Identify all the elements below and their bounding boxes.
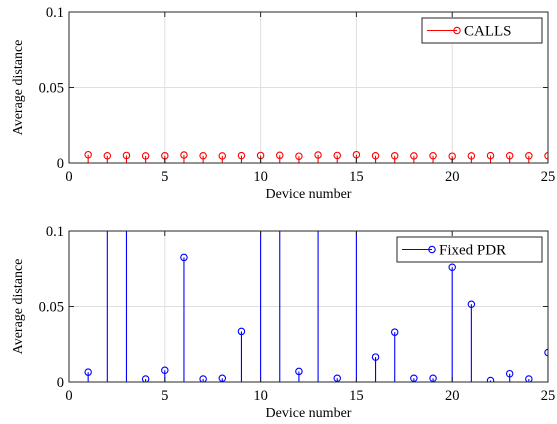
stem-marker xyxy=(84,150,92,159)
stem-marker xyxy=(237,151,246,160)
stem-marker xyxy=(122,151,131,160)
stem-marker xyxy=(333,374,341,382)
stem-marker xyxy=(237,327,246,336)
legend-marker xyxy=(453,26,461,35)
stem-marker xyxy=(505,152,514,160)
y-tick-label: 0 xyxy=(57,375,64,391)
stem-marker xyxy=(467,300,476,308)
stem-marker xyxy=(295,152,303,160)
stem-marker xyxy=(199,152,207,160)
x-tick-label: 20 xyxy=(445,169,460,185)
stem-marker xyxy=(180,253,188,262)
y-tick-label: 0.05 xyxy=(39,81,64,97)
x-axis-label: Device number xyxy=(266,406,352,421)
stem-marker xyxy=(390,328,399,336)
x-tick-label: 10 xyxy=(253,388,268,404)
stem-marker xyxy=(352,150,361,159)
y-tick-label: 0 xyxy=(57,156,64,172)
x-tick-label: 25 xyxy=(541,388,556,404)
x-tick-label: 20 xyxy=(445,388,460,404)
stem-marker xyxy=(314,151,322,159)
stem-marker xyxy=(371,152,380,160)
fixed-pdr-subplot: 0 5 10 15 20 25 0 0.05 0.1 Device number Average d… xyxy=(11,224,556,421)
stem-marker xyxy=(84,368,92,376)
stem-marker xyxy=(429,152,437,160)
legend-marker xyxy=(428,245,436,254)
stem-marker xyxy=(218,152,227,160)
x-axis-label: Device number xyxy=(266,187,352,202)
stem-marker xyxy=(486,376,495,382)
stem-marker xyxy=(103,152,112,160)
stem-marker xyxy=(276,151,284,160)
legend: Fixed PDR xyxy=(396,236,543,263)
stem-marker xyxy=(333,151,341,160)
stem-marker xyxy=(448,263,456,271)
stem-marker xyxy=(429,374,437,382)
stem-marker xyxy=(410,152,418,160)
stem-marker xyxy=(467,152,476,160)
stem-marker xyxy=(218,374,227,382)
calls-subplot: 0 5 10 15 20 25 0 0.05 0.1 Device number Average d… xyxy=(11,5,555,202)
x-tick-label: 0 xyxy=(65,169,72,185)
y-tick-label: 0.1 xyxy=(46,5,64,21)
y-tick-label: 0.05 xyxy=(39,300,64,316)
stem-marker xyxy=(161,366,169,374)
stem-marker xyxy=(295,367,303,376)
x-tick-label: 15 xyxy=(349,169,364,185)
data-layer xyxy=(84,231,548,382)
stem-marker xyxy=(180,151,188,159)
data-layer xyxy=(84,150,548,163)
x-tick-label: 5 xyxy=(161,169,168,185)
stem-marker xyxy=(486,151,495,160)
x-tick-label: 5 xyxy=(161,388,168,404)
stem-marker xyxy=(525,375,533,382)
legend: CALLS xyxy=(421,17,543,44)
stem-marker xyxy=(505,369,514,378)
stem-marker xyxy=(525,152,533,160)
y-tick-label: 0.1 xyxy=(46,224,64,240)
x-tick-label: 15 xyxy=(349,388,364,404)
x-tick-label: 0 xyxy=(65,388,72,404)
stem-marker xyxy=(390,152,399,160)
stem-marker xyxy=(141,152,150,160)
legend-label: CALLS xyxy=(464,24,512,40)
legend-label: Fixed PDR xyxy=(439,243,506,259)
y-axis-label: Average distance xyxy=(11,259,26,355)
x-tick-label: 10 xyxy=(253,169,268,185)
stem-marker xyxy=(371,353,380,361)
x-tick-label: 25 xyxy=(541,169,556,185)
y-axis-label: Average distance xyxy=(11,40,26,136)
stem-marker xyxy=(141,375,150,382)
stem-marker xyxy=(410,374,418,382)
stem-marker xyxy=(199,375,207,382)
